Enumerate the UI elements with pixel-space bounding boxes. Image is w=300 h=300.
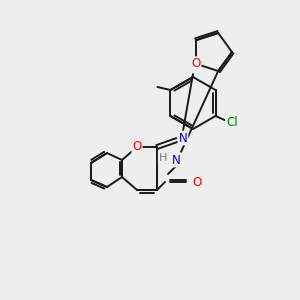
Text: O: O [192,176,202,188]
Text: Cl: Cl [227,116,238,130]
Text: H: H [159,153,167,163]
Text: O: O [132,140,142,154]
Text: N: N [172,154,180,166]
Text: N: N [178,131,188,145]
Text: O: O [191,57,200,70]
